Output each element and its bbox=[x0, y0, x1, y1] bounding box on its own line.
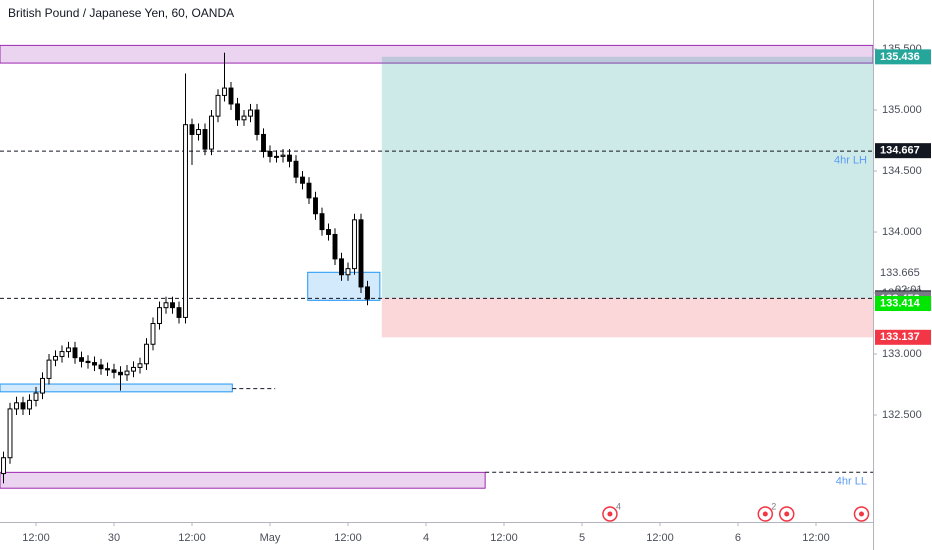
candle-body bbox=[365, 286, 370, 300]
candle-body bbox=[358, 219, 364, 288]
candle-body bbox=[150, 323, 156, 345]
candle-body bbox=[280, 154, 286, 157]
candle-body bbox=[332, 233, 338, 260]
candle-body bbox=[189, 124, 195, 135]
candle-body bbox=[27, 399, 32, 410]
price-label-box bbox=[875, 329, 931, 345]
y-tick-label: 132.500 bbox=[882, 409, 922, 421]
candle-body bbox=[222, 87, 227, 96]
axes: 132.500133.000133.500134.000134.500135.0… bbox=[22, 43, 931, 544]
candle-body bbox=[209, 115, 214, 150]
x-tick-label: May bbox=[260, 532, 281, 544]
candle-body bbox=[111, 369, 117, 373]
candle-body bbox=[215, 94, 221, 117]
candle-body bbox=[352, 219, 357, 270]
price-label: 133.414 bbox=[880, 297, 921, 309]
price-label-box bbox=[875, 143, 931, 159]
profit-zone bbox=[381, 56, 873, 298]
candle-body bbox=[163, 302, 169, 309]
event-badge: 2 bbox=[771, 501, 776, 511]
candle-body bbox=[33, 392, 39, 401]
candle-body bbox=[144, 343, 149, 365]
candle-body bbox=[59, 351, 65, 357]
price-label: 133.665 bbox=[880, 267, 920, 279]
candle-body bbox=[105, 368, 110, 371]
candle-body bbox=[176, 307, 182, 318]
candle-body bbox=[79, 357, 84, 362]
x-tick-label: 6 bbox=[735, 532, 741, 544]
event-dot bbox=[784, 511, 790, 517]
candle-body bbox=[274, 155, 279, 158]
y-tick-label: 135.000 bbox=[882, 104, 922, 116]
event-badge: 4 bbox=[616, 501, 621, 511]
candle-body bbox=[137, 363, 143, 368]
candle-body bbox=[124, 370, 130, 376]
price-label: 133.137 bbox=[880, 331, 920, 343]
event-dot bbox=[607, 511, 613, 517]
candle-body bbox=[235, 103, 240, 121]
candle-body bbox=[85, 360, 91, 364]
candle-body bbox=[287, 154, 292, 162]
loss-zone bbox=[381, 297, 873, 338]
x-tick-label: 12:00 bbox=[22, 532, 50, 544]
candle-body bbox=[261, 133, 266, 153]
zone bbox=[0, 471, 486, 489]
x-tick-label: 4 bbox=[423, 532, 429, 544]
level-label: 4hr LL bbox=[836, 476, 867, 488]
x-tick-label: 30 bbox=[108, 532, 120, 544]
candle-body bbox=[157, 307, 162, 325]
candle-body bbox=[118, 371, 123, 376]
candle-body bbox=[241, 115, 247, 121]
candle-body bbox=[1, 457, 6, 475]
event-dot bbox=[858, 511, 864, 517]
candle-body bbox=[339, 258, 344, 276]
candle-body bbox=[131, 366, 136, 372]
x-tick-label: 5 bbox=[579, 532, 585, 544]
plot-area: 4hr LH 4hr LL 4 2 bbox=[0, 44, 874, 522]
candle-body bbox=[14, 402, 19, 410]
candle-body bbox=[293, 160, 299, 178]
price-label-box bbox=[875, 296, 931, 312]
candle-body bbox=[7, 408, 13, 459]
zone bbox=[0, 383, 233, 393]
candle-body bbox=[300, 176, 305, 184]
candle-body bbox=[20, 402, 26, 410]
candle-body bbox=[202, 129, 208, 150]
y-tick-label: 134.000 bbox=[882, 226, 922, 238]
candle-body bbox=[345, 268, 351, 276]
candle-body bbox=[72, 347, 78, 359]
x-tick-label: 12:00 bbox=[646, 532, 674, 544]
candle-body bbox=[248, 109, 253, 117]
candle-body bbox=[53, 355, 58, 361]
price-label: 135.436 bbox=[880, 51, 920, 63]
candle-body bbox=[254, 109, 260, 135]
price-label-box bbox=[875, 49, 931, 65]
x-tick-label: 12:00 bbox=[802, 532, 830, 544]
level-label: 4hr LH bbox=[834, 155, 867, 167]
candle-body bbox=[183, 124, 188, 318]
candle-body bbox=[66, 347, 71, 353]
x-tick-label: 12:00 bbox=[490, 532, 518, 544]
chart-title: British Pound / Japanese Yen, 60, OANDA bbox=[8, 6, 234, 20]
candle-body bbox=[98, 364, 104, 370]
x-tick-label: 12:00 bbox=[334, 532, 362, 544]
candle-body bbox=[46, 359, 52, 379]
candle-body bbox=[228, 87, 234, 105]
candle-body bbox=[326, 229, 331, 235]
price-label: 134.667 bbox=[880, 145, 920, 157]
y-tick-label: 134.500 bbox=[882, 165, 922, 177]
candle-body bbox=[196, 129, 201, 135]
event-dot bbox=[762, 511, 768, 517]
x-tick-label: 12:00 bbox=[178, 532, 206, 544]
y-tick-label: 133.000 bbox=[882, 348, 922, 360]
candle-body bbox=[170, 302, 175, 309]
candle-body bbox=[267, 151, 273, 157]
candle-body bbox=[306, 182, 312, 199]
candle-body bbox=[313, 197, 318, 215]
candle-body bbox=[319, 213, 325, 231]
candle-body bbox=[40, 377, 45, 394]
candle-body bbox=[92, 362, 97, 366]
